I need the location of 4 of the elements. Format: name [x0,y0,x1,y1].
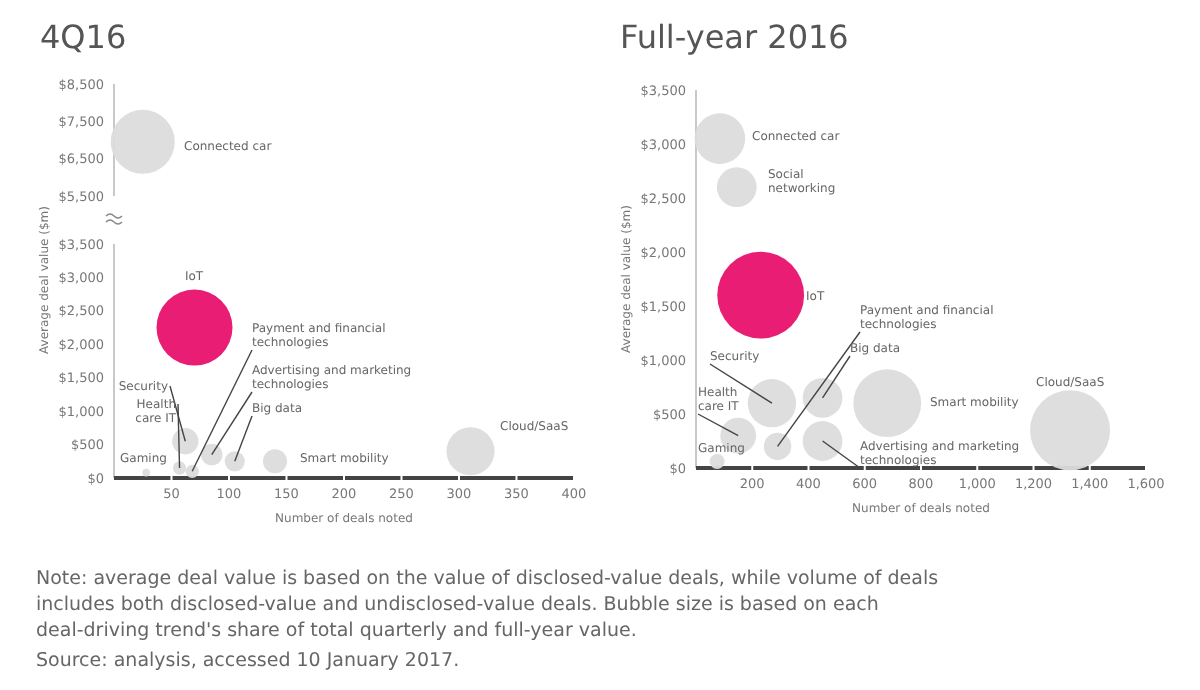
source-note: Source: analysis, accessed 10 January 2017. [36,650,460,672]
text: Note: average deal value is based on the value of disclosed-value deals, while volume of deals includes both disclosed-value and undisclosed-value deals. Bubble size is based on each deal-driving trend's share of total quarterly and full-year value. [36,568,939,642]
chart-title: 4Q16 [40,18,127,56]
chart-title: Full-year 2016 [620,18,849,56]
